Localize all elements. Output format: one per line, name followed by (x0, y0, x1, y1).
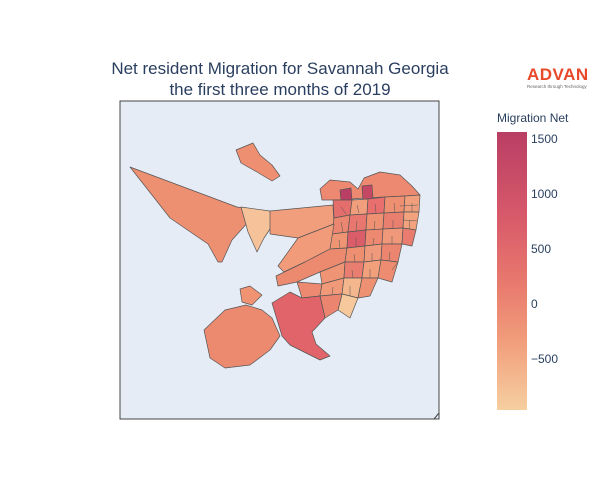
region-tract (203, 304, 281, 369)
logo-tagline: Research through Technology (527, 84, 587, 89)
advan-logo: ADVAN Research through Technology (527, 66, 595, 90)
colorbar-tick: 1500 (531, 132, 558, 146)
region-tract-high (339, 187, 353, 201)
region-tract (363, 243, 383, 263)
colorbar-title: Migration Net (497, 111, 569, 125)
map-regions (129, 142, 421, 369)
title-line-2: the first three months of 2019 (169, 80, 391, 99)
colorbar-tick: 500 (531, 242, 552, 256)
colorbar (497, 132, 527, 410)
region-tract (235, 142, 281, 182)
region-tract (347, 213, 368, 233)
region-tract (401, 227, 417, 247)
map-title: Net resident Migration for Savannah Geor… (70, 58, 490, 100)
region-tract (382, 211, 405, 230)
colorbar-tick: 0 (531, 297, 538, 311)
region-tract (364, 228, 384, 247)
region-tract (344, 245, 366, 263)
logo-wordmark: ADVAN (527, 65, 589, 84)
region-tract (380, 243, 403, 263)
frame-corner-mark (433, 412, 440, 420)
colorbar-tick: −500 (531, 352, 559, 366)
region-tract (331, 214, 351, 235)
region-tract (357, 277, 379, 299)
region-tract (271, 291, 331, 361)
region-tract (346, 229, 367, 249)
region-tract (343, 261, 365, 279)
colorbar-tick: 1000 (531, 187, 558, 201)
region-tract (381, 227, 404, 245)
tract-boundaries (331, 202, 419, 296)
region-tract (377, 259, 399, 283)
region-tract-high (361, 184, 374, 201)
region-tract (383, 195, 406, 214)
region-tract (239, 285, 263, 306)
title-line-1: Net resident Migration for Savannah Geor… (111, 59, 449, 78)
